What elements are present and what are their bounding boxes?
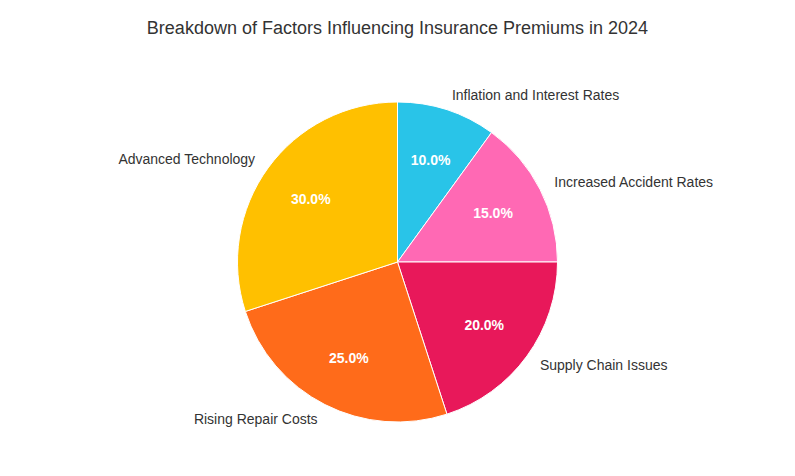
chart-svg: Breakdown of Factors Influencing Insuran… (0, 0, 795, 476)
slice-label: Inflation and Interest Rates (452, 87, 619, 103)
slice-label: Supply Chain Issues (540, 357, 668, 373)
slice-percent: 10.0% (411, 152, 451, 168)
slices (238, 102, 558, 422)
slice-label: Increased Accident Rates (554, 174, 713, 190)
pie-slice (238, 102, 398, 311)
slice-label: Advanced Technology (118, 151, 255, 167)
slice-percent: 25.0% (329, 350, 369, 366)
slice-percent: 20.0% (464, 317, 504, 333)
slice-label: Rising Repair Costs (194, 411, 318, 427)
labels: 10.0% Inflation and Interest Rates 15.0% In… (118, 87, 713, 427)
chart-title: Breakdown of Factors Influencing Insuran… (147, 18, 648, 38)
slice-percent: 15.0% (473, 205, 513, 221)
pie-slice (398, 133, 558, 262)
slice-percent: 30.0% (291, 191, 331, 207)
chart-container: Breakdown of Factors Influencing Insuran… (0, 0, 795, 476)
